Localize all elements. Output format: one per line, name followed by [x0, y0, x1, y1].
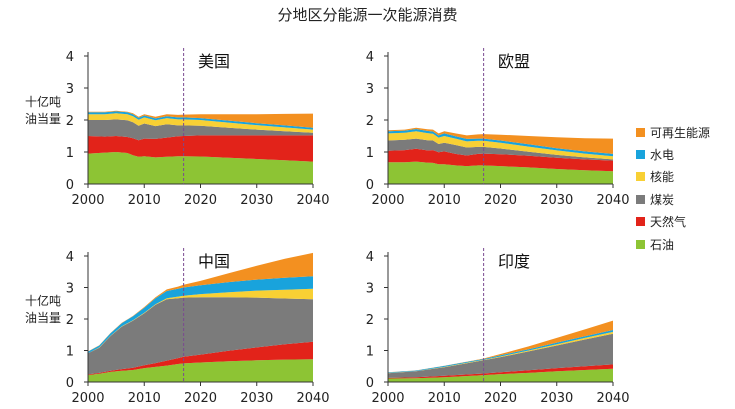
- chart-title: 分地区分能源一次能源消费: [277, 6, 458, 24]
- legend-item: 天然气: [636, 211, 710, 233]
- y-axis-label-bottom: 十亿吨 油当量: [12, 293, 74, 327]
- panel-title: 中国: [198, 252, 230, 271]
- x-tick-label: 2000: [71, 391, 104, 406]
- y-tick-label: 4: [66, 50, 74, 65]
- y-tick-label: 3: [366, 282, 374, 297]
- x-tick-label: 2020: [184, 391, 217, 406]
- x-tick-label: 2030: [540, 391, 573, 406]
- area-series: [88, 297, 313, 375]
- legend-item: 煤炭: [636, 188, 710, 210]
- y-tick-label: 3: [366, 82, 374, 97]
- area-series: [88, 113, 313, 133]
- x-tick-label: 2000: [371, 391, 404, 406]
- x-tick-label: 2010: [128, 391, 161, 406]
- y-tick-label: 0: [66, 376, 74, 391]
- area-series: [388, 161, 613, 184]
- x-tick-label: 2040: [296, 193, 329, 208]
- area-series: [388, 333, 613, 378]
- x-tick-label: 2040: [596, 193, 629, 208]
- legend-item: 水电: [636, 143, 710, 165]
- panel-title: 欧盟: [498, 52, 530, 71]
- legend-swatch: [636, 217, 645, 227]
- y-axis-label-line: 油当量: [24, 311, 61, 325]
- area-series: [388, 368, 613, 382]
- panel-title: 印度: [498, 252, 530, 271]
- area-series: [388, 131, 613, 160]
- legend-item: 石油: [636, 233, 710, 255]
- area-series: [88, 110, 313, 128]
- y-tick-label: 1: [66, 345, 74, 360]
- legend-swatch: [636, 194, 645, 204]
- legend-swatch: [636, 127, 645, 137]
- area-series: [88, 288, 313, 354]
- area-series: [88, 276, 313, 354]
- y-tick-label: 2: [66, 114, 74, 129]
- area-series: [388, 129, 613, 157]
- x-tick-label: 2020: [184, 193, 217, 208]
- y-axis-label-line: 油当量: [24, 112, 61, 126]
- y-axis-label-top: 十亿吨 油当量: [12, 94, 74, 128]
- area-series: [88, 152, 313, 184]
- legend-label: 天然气: [650, 215, 687, 230]
- legend-label: 煤炭: [650, 192, 675, 207]
- x-tick-label: 2020: [484, 193, 517, 208]
- x-tick-label: 2010: [128, 193, 161, 208]
- x-tick-label: 2000: [371, 193, 404, 208]
- area-series: [88, 359, 313, 382]
- area-series: [88, 341, 313, 376]
- legend-label: 可再生能源: [650, 125, 711, 140]
- legend-item: 核能: [636, 166, 710, 188]
- y-tick-label: 2: [66, 313, 74, 328]
- y-axis-label-line: 十亿吨: [24, 294, 61, 308]
- y-tick-label: 4: [366, 250, 374, 265]
- y-tick-label: 0: [66, 178, 74, 193]
- area-series: [88, 111, 313, 130]
- y-tick-label: 2: [366, 313, 374, 328]
- legend-label: 石油: [650, 237, 675, 252]
- y-tick-label: 2: [366, 114, 374, 129]
- y-tick-label: 3: [66, 82, 74, 97]
- x-tick-label: 2040: [296, 391, 329, 406]
- x-tick-label: 2000: [71, 193, 104, 208]
- area-series: [388, 148, 613, 172]
- legend-label: 核能: [650, 170, 675, 185]
- legend-swatch: [636, 239, 645, 249]
- area-series: [388, 138, 613, 161]
- y-tick-label: 1: [366, 345, 374, 360]
- y-tick-label: 3: [66, 282, 74, 297]
- area-series: [388, 127, 613, 154]
- x-tick-label: 2030: [240, 391, 273, 406]
- y-tick-label: 4: [366, 50, 374, 65]
- x-tick-label: 2030: [240, 193, 273, 208]
- y-tick-label: 0: [366, 376, 374, 391]
- legend-swatch: [636, 150, 645, 160]
- legend-label: 水电: [650, 148, 675, 163]
- legend-item: 可再生能源: [636, 121, 710, 143]
- area-series: [88, 119, 313, 141]
- area-series: [88, 252, 313, 352]
- y-tick-label: 4: [66, 250, 74, 265]
- y-axis-label-line: 十亿吨: [24, 95, 61, 109]
- x-tick-label: 2040: [596, 391, 629, 406]
- x-tick-label: 2030: [540, 193, 573, 208]
- legend-swatch: [636, 172, 645, 182]
- y-tick-label: 1: [66, 146, 74, 161]
- y-tick-label: 0: [366, 178, 374, 193]
- y-tick-label: 1: [366, 146, 374, 161]
- legend: 可再生能源 水电 核能 煤炭 天然气 石油: [636, 121, 710, 255]
- panel-title: 美国: [198, 52, 230, 71]
- area-series: [88, 135, 313, 162]
- x-tick-label: 2010: [428, 193, 461, 208]
- x-tick-label: 2010: [428, 391, 461, 406]
- x-tick-label: 2020: [484, 391, 517, 406]
